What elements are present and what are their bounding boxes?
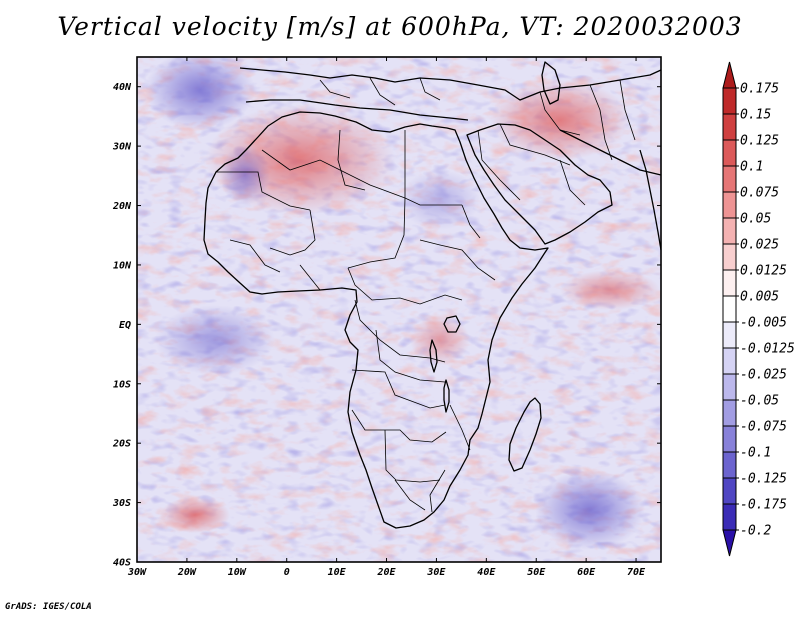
colorbar-swatch — [722, 477, 737, 505]
india-west-coast — [639, 149, 662, 251]
colorbar-label: 0.175 — [740, 82, 779, 97]
colorbar-label: -0.175 — [740, 498, 787, 513]
colorbar-swatch — [722, 243, 737, 271]
lake-victoria — [443, 315, 461, 333]
colorbar-swatch — [722, 165, 737, 193]
lon-tick-label: 30E — [426, 567, 446, 578]
colorbar: 0.175 0.15 0.125 0.1 0.075 0.05 0.025 0.0125 0.0… — [722, 61, 795, 557]
colorbar-swatch — [722, 217, 737, 245]
lake-malawi — [443, 379, 450, 413]
colorbar-swatch — [722, 373, 737, 401]
colorbar-label: 0.0125 — [740, 264, 787, 279]
colorbar-label: 0.125 — [740, 134, 779, 149]
lat-tick-label: 20S — [112, 439, 131, 450]
colorbar-swatch — [722, 321, 737, 349]
colorbar-label: -0.005 — [740, 316, 787, 331]
lon-tick-label: 20E — [376, 567, 396, 578]
lat-tick-label: 20N — [112, 201, 132, 212]
lat-tick-label: 40N — [113, 82, 132, 93]
colorbar-swatch — [722, 529, 737, 557]
madagascar-coastline — [508, 397, 542, 472]
colorbar-swatch — [722, 295, 737, 323]
caspian-sea — [541, 61, 561, 105]
lat-tick-label: EQ — [119, 320, 131, 331]
lat-tick-label: 30N — [112, 142, 132, 153]
colorbar-swatch — [722, 347, 737, 375]
colorbar-label: 0.05 — [740, 212, 771, 227]
lake-tanganyika — [429, 339, 438, 373]
colorbar-label: -0.05 — [740, 394, 779, 409]
lon-tick-label: 60E — [577, 567, 596, 578]
arabia-coastline — [466, 123, 613, 245]
lon-tick-label: 50E — [527, 567, 546, 578]
mediterranean-south — [245, 99, 469, 121]
lon-tick-label: 40E — [477, 567, 496, 578]
africa-coastline — [203, 111, 549, 529]
colorbar-swatch — [722, 425, 737, 453]
credit-text: GrADS: IGES/COLA — [5, 602, 92, 612]
latitude-axis: 40N 30N 20N 10N EQ 10S 20S 30S 40S — [112, 82, 661, 569]
longitude-axis: 30W 20W 10W 0 10E 20E 30E 40E 50E 60E 70E — [127, 57, 646, 578]
lon-tick-label: 10W — [228, 567, 247, 578]
velocity-field — [137, 57, 661, 562]
lon-tick-label: 30W — [127, 567, 147, 578]
colorbar-swatch — [722, 451, 737, 479]
colorbar-label: -0.1 — [740, 446, 771, 461]
colorbar-swatch — [722, 113, 737, 141]
lat-tick-label: 30S — [112, 498, 131, 509]
colorbar-label: -0.075 — [740, 420, 787, 435]
colorbar-label: -0.0125 — [740, 342, 795, 357]
colorbar-swatch — [722, 61, 737, 89]
colorbar-label: 0.005 — [740, 290, 779, 305]
colorbar-swatch — [722, 191, 737, 219]
plot-frame — [136, 56, 662, 563]
colorbar-swatch — [722, 139, 737, 167]
colorbar-label: -0.2 — [740, 524, 771, 539]
lat-tick-label: 10N — [113, 260, 132, 271]
lat-tick-label: 10S — [113, 379, 131, 390]
colorbar-swatch — [722, 503, 737, 531]
chart-title: Vertical velocity [m/s] at 600hPa, VT: 2… — [57, 12, 743, 41]
colorbar-label: 0.025 — [740, 238, 779, 253]
colorbar-label: -0.125 — [740, 472, 787, 487]
colorbar-swatch — [722, 87, 737, 115]
colorbar-label: 0.15 — [740, 108, 771, 123]
lon-tick-label: 20W — [177, 567, 197, 578]
colorbar-swatch — [722, 399, 737, 427]
lon-tick-label: 70E — [627, 567, 646, 578]
colorbar-label: 0.075 — [740, 186, 779, 201]
lat-tick-label: 40S — [113, 558, 131, 569]
lon-tick-label: 0 — [284, 567, 290, 578]
lon-tick-label: 10E — [328, 567, 347, 578]
colorbar-label: 0.1 — [740, 160, 763, 175]
colorbar-swatch — [722, 269, 737, 297]
country-borders — [216, 77, 636, 513]
colorbar-label: -0.025 — [740, 368, 787, 383]
